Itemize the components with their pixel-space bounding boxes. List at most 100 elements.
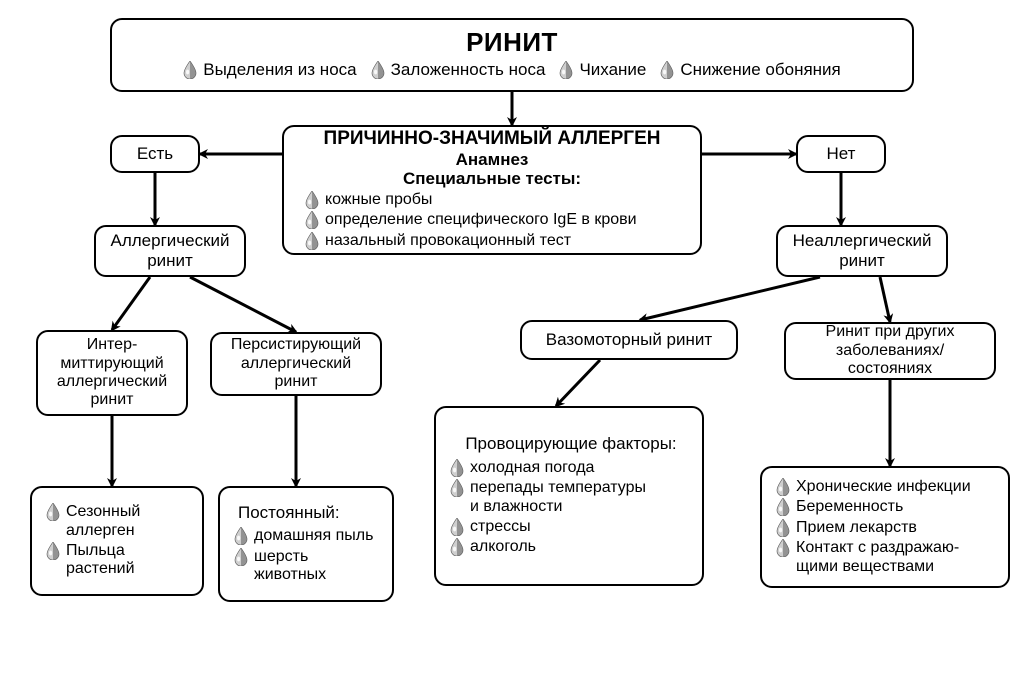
- other-l1: заболеваниях/состояниях: [796, 342, 984, 379]
- rhinit-symptom: Заложенность носа: [371, 60, 546, 80]
- allergen-sub2: Специальные тесты:: [403, 169, 581, 189]
- causes-item-label: щими веществами: [796, 558, 959, 576]
- node-vasomotor: Вазомоторный ринит: [520, 320, 738, 360]
- allergic-line2: ринит: [147, 251, 193, 271]
- drop-icon: [234, 548, 248, 566]
- causes-item-label: Хронические инфекции: [796, 478, 971, 496]
- provoking-item: алкоголь: [450, 538, 536, 556]
- persistent-l2: ринит: [275, 373, 318, 391]
- persistent-l0: Персистирующий: [231, 336, 361, 354]
- seasonal-item-label: аллерген: [66, 522, 140, 540]
- edge: [556, 360, 600, 406]
- no-label: Нет: [827, 144, 856, 164]
- drop-icon: [776, 519, 790, 537]
- rhinit-symptom: Выделения из носа: [183, 60, 356, 80]
- drop-icon: [46, 542, 60, 560]
- rhinit-symptoms: Выделения из носа Заложенность носа Чихани…: [183, 58, 841, 82]
- allergen-test-label: определение специфического IgE в крови: [325, 211, 637, 229]
- constant-item: домашняя пыль: [234, 527, 373, 545]
- drop-icon: [450, 538, 464, 556]
- drop-icon: [776, 539, 790, 557]
- causes-item: Контакт с раздражаю-щими веществами: [776, 539, 959, 576]
- allergen-test-item: определение специфического IgE в крови: [305, 211, 701, 229]
- edge: [640, 277, 820, 320]
- nonallergic-line2: ринит: [839, 251, 885, 271]
- drop-icon: [660, 61, 674, 79]
- allergen-test-item: кожные пробы: [305, 191, 701, 209]
- causes-item: Беременность: [776, 498, 903, 516]
- allergen-sub1: Анамнез: [456, 150, 529, 170]
- rhinit-symptom-label: Выделения из носа: [203, 60, 356, 80]
- allergen-tests-list: кожные пробы определение специфического I…: [283, 189, 701, 252]
- allergen-test-item: назальный провокационный тест: [305, 232, 701, 250]
- drop-icon: [559, 61, 573, 79]
- drop-icon: [450, 459, 464, 477]
- provoking-item-label: перепады температуры: [470, 479, 646, 497]
- allergen-test-label: кожные пробы: [325, 191, 432, 209]
- intermittent-l1: миттирующий: [60, 355, 163, 373]
- causes-item-label: Контакт с раздражаю-: [796, 539, 959, 557]
- rhinit-symptom: Снижение обоняния: [660, 60, 840, 80]
- provoking-item: перепады температурыи влажности: [450, 479, 646, 516]
- node-other-causes: Хронические инфекции Беременность Прием ле…: [760, 466, 1010, 588]
- other-l0: Ринит при других: [826, 323, 955, 341]
- provoking-item-label: холодная погода: [470, 459, 594, 477]
- drop-icon: [305, 191, 319, 209]
- node-constant: Постоянный: домашняя пыль шерстьживотных: [218, 486, 394, 602]
- intermittent-l3: ринит: [91, 391, 134, 409]
- persistent-l1: аллергический: [241, 355, 351, 373]
- provoking-item-label: алкоголь: [470, 538, 536, 556]
- causes-item-label: Беременность: [796, 498, 903, 516]
- node-yes: Есть: [110, 135, 200, 173]
- seasonal-item-label: Пыльца: [66, 542, 135, 560]
- drop-icon: [46, 503, 60, 521]
- causes-item: Прием лекарств: [776, 519, 917, 537]
- provoking-item: холодная погода: [450, 459, 594, 477]
- node-persistent: Персистирующий аллергический ринит: [210, 332, 382, 396]
- edge: [880, 277, 890, 322]
- seasonal-item-label: растений: [66, 560, 135, 578]
- provoking-item-label: и влажности: [470, 498, 646, 516]
- seasonal-item-label: Сезонный: [66, 503, 140, 521]
- node-allergen: ПРИЧИННО-ЗНАЧИМЫЙ АЛЛЕРГЕН Анамнез Специ…: [282, 125, 702, 255]
- drop-icon: [776, 498, 790, 516]
- drop-icon: [234, 527, 248, 545]
- node-allergic-rhinitis: Аллергический ринит: [94, 225, 246, 277]
- allergic-line1: Аллергический: [110, 231, 229, 251]
- drop-icon: [305, 232, 319, 250]
- seasonal-item: Пыльцарастений: [46, 542, 135, 579]
- constant-item-label: шерсть: [254, 548, 326, 566]
- drop-icon: [450, 479, 464, 497]
- provoking-item-label: стрессы: [470, 518, 531, 536]
- drop-icon: [183, 61, 197, 79]
- node-rhinit: РИНИТ Выделения из носа Заложенность носа…: [110, 18, 914, 92]
- rhinit-symptom-label: Заложенность носа: [391, 60, 546, 80]
- flowchart-canvas: { "type": "flowchart", "background_color…: [0, 0, 1024, 687]
- constant-item-label: животных: [254, 566, 326, 584]
- intermittent-l0: Интер-: [87, 336, 138, 354]
- rhinit-symptom-label: Чихание: [579, 60, 646, 80]
- node-intermittent: Интер- миттирующий аллергический ринит: [36, 330, 188, 416]
- yes-label: Есть: [137, 144, 173, 164]
- drop-icon: [305, 211, 319, 229]
- nonallergic-line1: Неаллергический: [793, 231, 932, 251]
- provoking-item: стрессы: [450, 518, 531, 536]
- edge: [112, 277, 150, 330]
- drop-icon: [371, 61, 385, 79]
- drop-icon: [776, 478, 790, 496]
- node-nonallergic-rhinitis: Неаллергический ринит: [776, 225, 948, 277]
- allergen-test-label: назальный провокационный тест: [325, 232, 571, 250]
- provoking-title: Провоцирующие факторы:: [465, 434, 676, 454]
- causes-item-label: Прием лекарств: [796, 519, 917, 537]
- node-no: Нет: [796, 135, 886, 173]
- drop-icon: [450, 518, 464, 536]
- constant-item: шерстьживотных: [234, 548, 326, 585]
- rhinit-symptom-label: Снижение обоняния: [680, 60, 840, 80]
- causes-item: Хронические инфекции: [776, 478, 971, 496]
- seasonal-item: Сезонныйаллерген: [46, 503, 140, 540]
- allergen-title: ПРИЧИННО-ЗНАЧИМЫЙ АЛЛЕРГЕН: [324, 128, 661, 150]
- rhinit-symptom: Чихание: [559, 60, 646, 80]
- rhinit-title: РИНИТ: [466, 28, 558, 58]
- constant-title: Постоянный:: [234, 503, 340, 523]
- constant-item-label: домашняя пыль: [254, 527, 373, 545]
